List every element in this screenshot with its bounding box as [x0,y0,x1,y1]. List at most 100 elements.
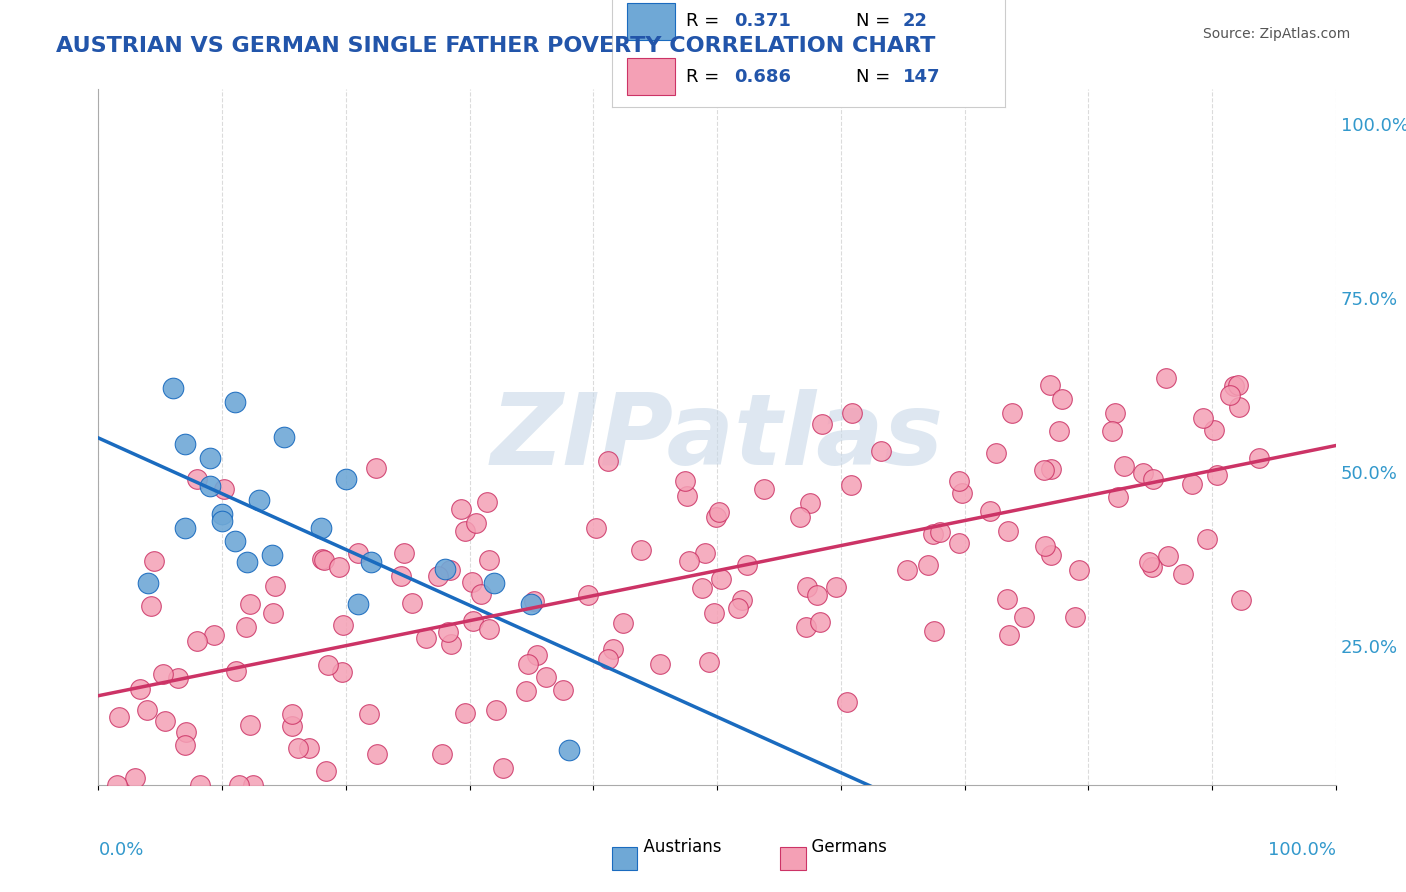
Point [824,580,846,594]
Point [360,555,382,569]
Point [263,579,285,593]
Point [124,771,146,785]
Point [808,615,831,629]
Point [924,624,946,638]
Text: R =: R = [686,68,725,86]
Point [392,545,415,559]
Point [475,495,498,509]
Point [1047,424,1070,438]
Point [188,778,211,792]
Point [731,592,754,607]
Point [439,563,461,577]
Point [176,725,198,739]
Point [557,743,579,757]
Point [401,596,423,610]
Point [309,520,332,534]
Point [1227,378,1250,392]
Point [1107,490,1129,504]
Point [704,510,727,524]
Point [612,616,634,631]
Point [596,652,619,666]
Point [1104,406,1126,420]
Point [465,516,488,530]
Point [430,747,453,761]
Point [984,446,1007,460]
Point [485,703,508,717]
Point [470,586,492,600]
Point [436,625,458,640]
Point [841,406,863,420]
Point [1035,540,1057,554]
Point [1032,462,1054,476]
Text: 100.0%: 100.0% [1268,840,1336,859]
Point [198,450,221,465]
Text: ZIPatlas: ZIPatlas [491,389,943,485]
Text: Austrians: Austrians [633,838,721,856]
Text: 0.0%: 0.0% [98,840,143,859]
Point [1247,450,1270,465]
Point [347,597,370,611]
Point [478,622,501,636]
Text: 0.371: 0.371 [734,12,790,30]
Point [1140,559,1163,574]
Point [389,568,412,582]
Point [450,501,472,516]
Point [1181,476,1204,491]
Point [281,706,304,721]
Text: 147: 147 [903,68,941,86]
Point [870,443,893,458]
Point [478,553,501,567]
Point [174,437,197,451]
Point [142,554,165,568]
Point [648,657,671,671]
Point [997,591,1019,606]
Point [799,496,821,510]
Point [602,641,624,656]
Point [224,395,246,409]
Point [693,545,716,559]
Text: 22: 22 [903,12,928,30]
Point [315,764,337,778]
Point [1171,566,1194,581]
Text: N =: N = [856,68,896,86]
Text: Source: ZipAtlas.com: Source: ZipAtlas.com [1202,27,1350,41]
Point [314,553,336,567]
Text: N =: N = [856,12,896,30]
Point [311,552,333,566]
Point [453,706,475,720]
Point [273,430,295,444]
Point [242,778,264,792]
Point [1001,406,1024,420]
Point [997,524,1019,539]
Point [225,665,247,679]
Point [948,536,970,550]
Point [162,381,184,395]
Point [235,620,257,634]
Point [186,472,208,486]
Point [1039,378,1062,392]
Text: 0.686: 0.686 [734,68,790,86]
Point [330,665,353,679]
Point [703,607,725,621]
Point [202,628,225,642]
Point [153,714,176,728]
Point [948,474,970,488]
Point [950,485,973,500]
Point [1137,555,1160,569]
Point [1067,563,1090,577]
Point [806,588,828,602]
Point [433,562,456,576]
Point [789,510,811,524]
Point [1101,424,1123,438]
Point [328,559,350,574]
Point [359,706,381,721]
Point [364,460,387,475]
Point [796,580,818,594]
Text: R =: R = [686,12,725,30]
Point [1132,466,1154,480]
Point [585,520,607,534]
Point [108,710,131,724]
Point [794,620,817,634]
Point [139,599,162,613]
Point [173,739,195,753]
